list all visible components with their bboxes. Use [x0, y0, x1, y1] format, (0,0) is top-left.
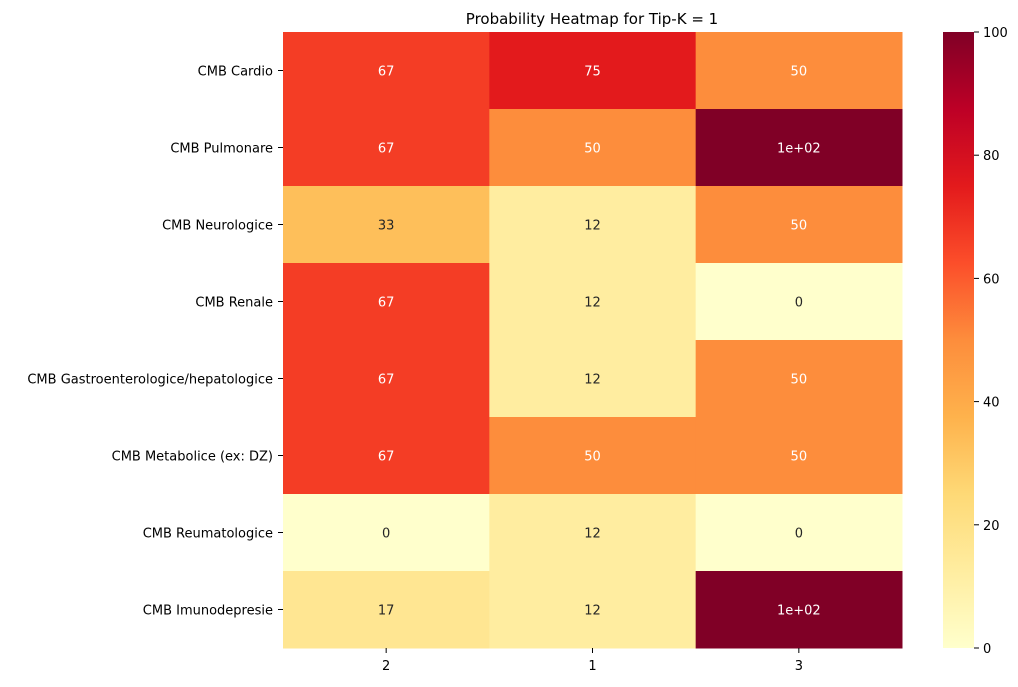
- colorbar-tick-label: 100: [983, 26, 1008, 41]
- y-tick-label: CMB Pulmonare: [170, 142, 273, 157]
- heatmap-cell-label: 50: [791, 65, 808, 80]
- heatmap-cell: [489, 494, 697, 572]
- heatmap-cell-label: 33: [378, 219, 395, 234]
- x-tick-label: 1: [588, 659, 596, 674]
- heatmap-cell: [283, 263, 490, 341]
- colorbar-tick-label: 40: [983, 396, 1000, 411]
- heatmap-cell-label: 1e+02: [777, 142, 821, 157]
- y-tick-label: CMB Gastroenterologice/hepatologice: [27, 373, 273, 388]
- colorbar-tick-label: 80: [983, 149, 1000, 164]
- heatmap-cell: [695, 340, 903, 418]
- y-tick-labels: CMB Cardio CMB Pulmonare CMB Neurologice CM…: [27, 65, 283, 619]
- heatmap-cell-label: 50: [791, 373, 808, 388]
- heatmap-cell: [489, 417, 697, 495]
- y-tick-label: CMB Renale: [195, 296, 273, 311]
- heatmap-cell-label: 12: [584, 219, 601, 234]
- heatmap-cell-label: 67: [378, 373, 395, 388]
- y-tick-label: CMB Imunodepresie: [143, 604, 273, 619]
- heatmap-cell: [283, 571, 490, 649]
- heatmap-cell-label: 50: [584, 142, 601, 157]
- heatmap-cell-label: 50: [791, 450, 808, 465]
- heatmap-cell-label: 17: [378, 604, 395, 619]
- heatmap-cell: [695, 263, 903, 341]
- y-tick-label: CMB Metabolice (ex: DZ): [112, 450, 273, 465]
- heatmap-cell: [283, 32, 490, 110]
- colorbar-gradient: [943, 32, 974, 648]
- heatmap-cell-label: 67: [378, 296, 395, 311]
- heatmap-cell: [283, 109, 490, 187]
- heatmap-cell-label: 12: [584, 373, 601, 388]
- heatmap-cells: [283, 32, 903, 649]
- heatmap-cell: [283, 186, 490, 264]
- heatmap-cell-label: 0: [382, 527, 390, 542]
- heatmap-cell-label: 1e+02: [777, 604, 821, 619]
- heatmap-cell: [283, 417, 490, 495]
- heatmap-cell: [283, 340, 490, 418]
- heatmap-cell-label: 50: [791, 219, 808, 234]
- y-tick-label: CMB Cardio: [198, 65, 273, 80]
- x-tick-label: 3: [795, 659, 803, 674]
- y-tick-label: CMB Neurologice: [162, 219, 273, 234]
- colorbar-tick-label: 60: [983, 272, 1000, 287]
- heatmap-cell: [489, 263, 697, 341]
- heatmap-cell-label: 12: [584, 604, 601, 619]
- heatmap-cell: [695, 109, 903, 187]
- colorbar-tick-label: 20: [983, 519, 1000, 534]
- heatmap-cell: [695, 494, 903, 572]
- heatmap-cell: [695, 417, 903, 495]
- chart-title: Probability Heatmap for Tip-K = 1: [466, 10, 718, 28]
- heatmap-cell-label: 12: [584, 527, 601, 542]
- heatmap-cell-label: 67: [378, 450, 395, 465]
- heatmap-cell: [695, 32, 903, 110]
- heatmap-cell-label: 12: [584, 296, 601, 311]
- y-tick-label: CMB Reumatologice: [143, 527, 273, 542]
- heatmap-cell: [695, 571, 903, 649]
- heatmap-cell: [283, 494, 490, 572]
- heatmap-cell: [489, 571, 697, 649]
- heatmap-cell-label: 0: [795, 527, 803, 542]
- heatmap-cell: [489, 109, 697, 187]
- colorbar: 0 20 40 60 80 100: [943, 26, 1008, 657]
- heatmap-cell-label: 0: [795, 296, 803, 311]
- heatmap-cell: [489, 32, 697, 110]
- heatmap-cell: [695, 186, 903, 264]
- heatmap-cell-label: 75: [584, 65, 601, 80]
- heatmap-cell: [489, 186, 697, 264]
- heatmap-cell-label: 67: [378, 142, 395, 157]
- x-tick-label: 2: [382, 659, 390, 674]
- heatmap-cell-label: 50: [584, 450, 601, 465]
- heatmap-cell: [489, 340, 697, 418]
- x-tick-labels: 2 1 3: [382, 648, 803, 674]
- heatmap-cell-label: 67: [378, 65, 395, 80]
- colorbar-tick-label: 0: [983, 642, 991, 657]
- heatmap-cell-labels: 67 75 50 67 50 1e+02 33 12 50 67 12 0 67 12 50 67 50 50 0 1…: [378, 65, 821, 619]
